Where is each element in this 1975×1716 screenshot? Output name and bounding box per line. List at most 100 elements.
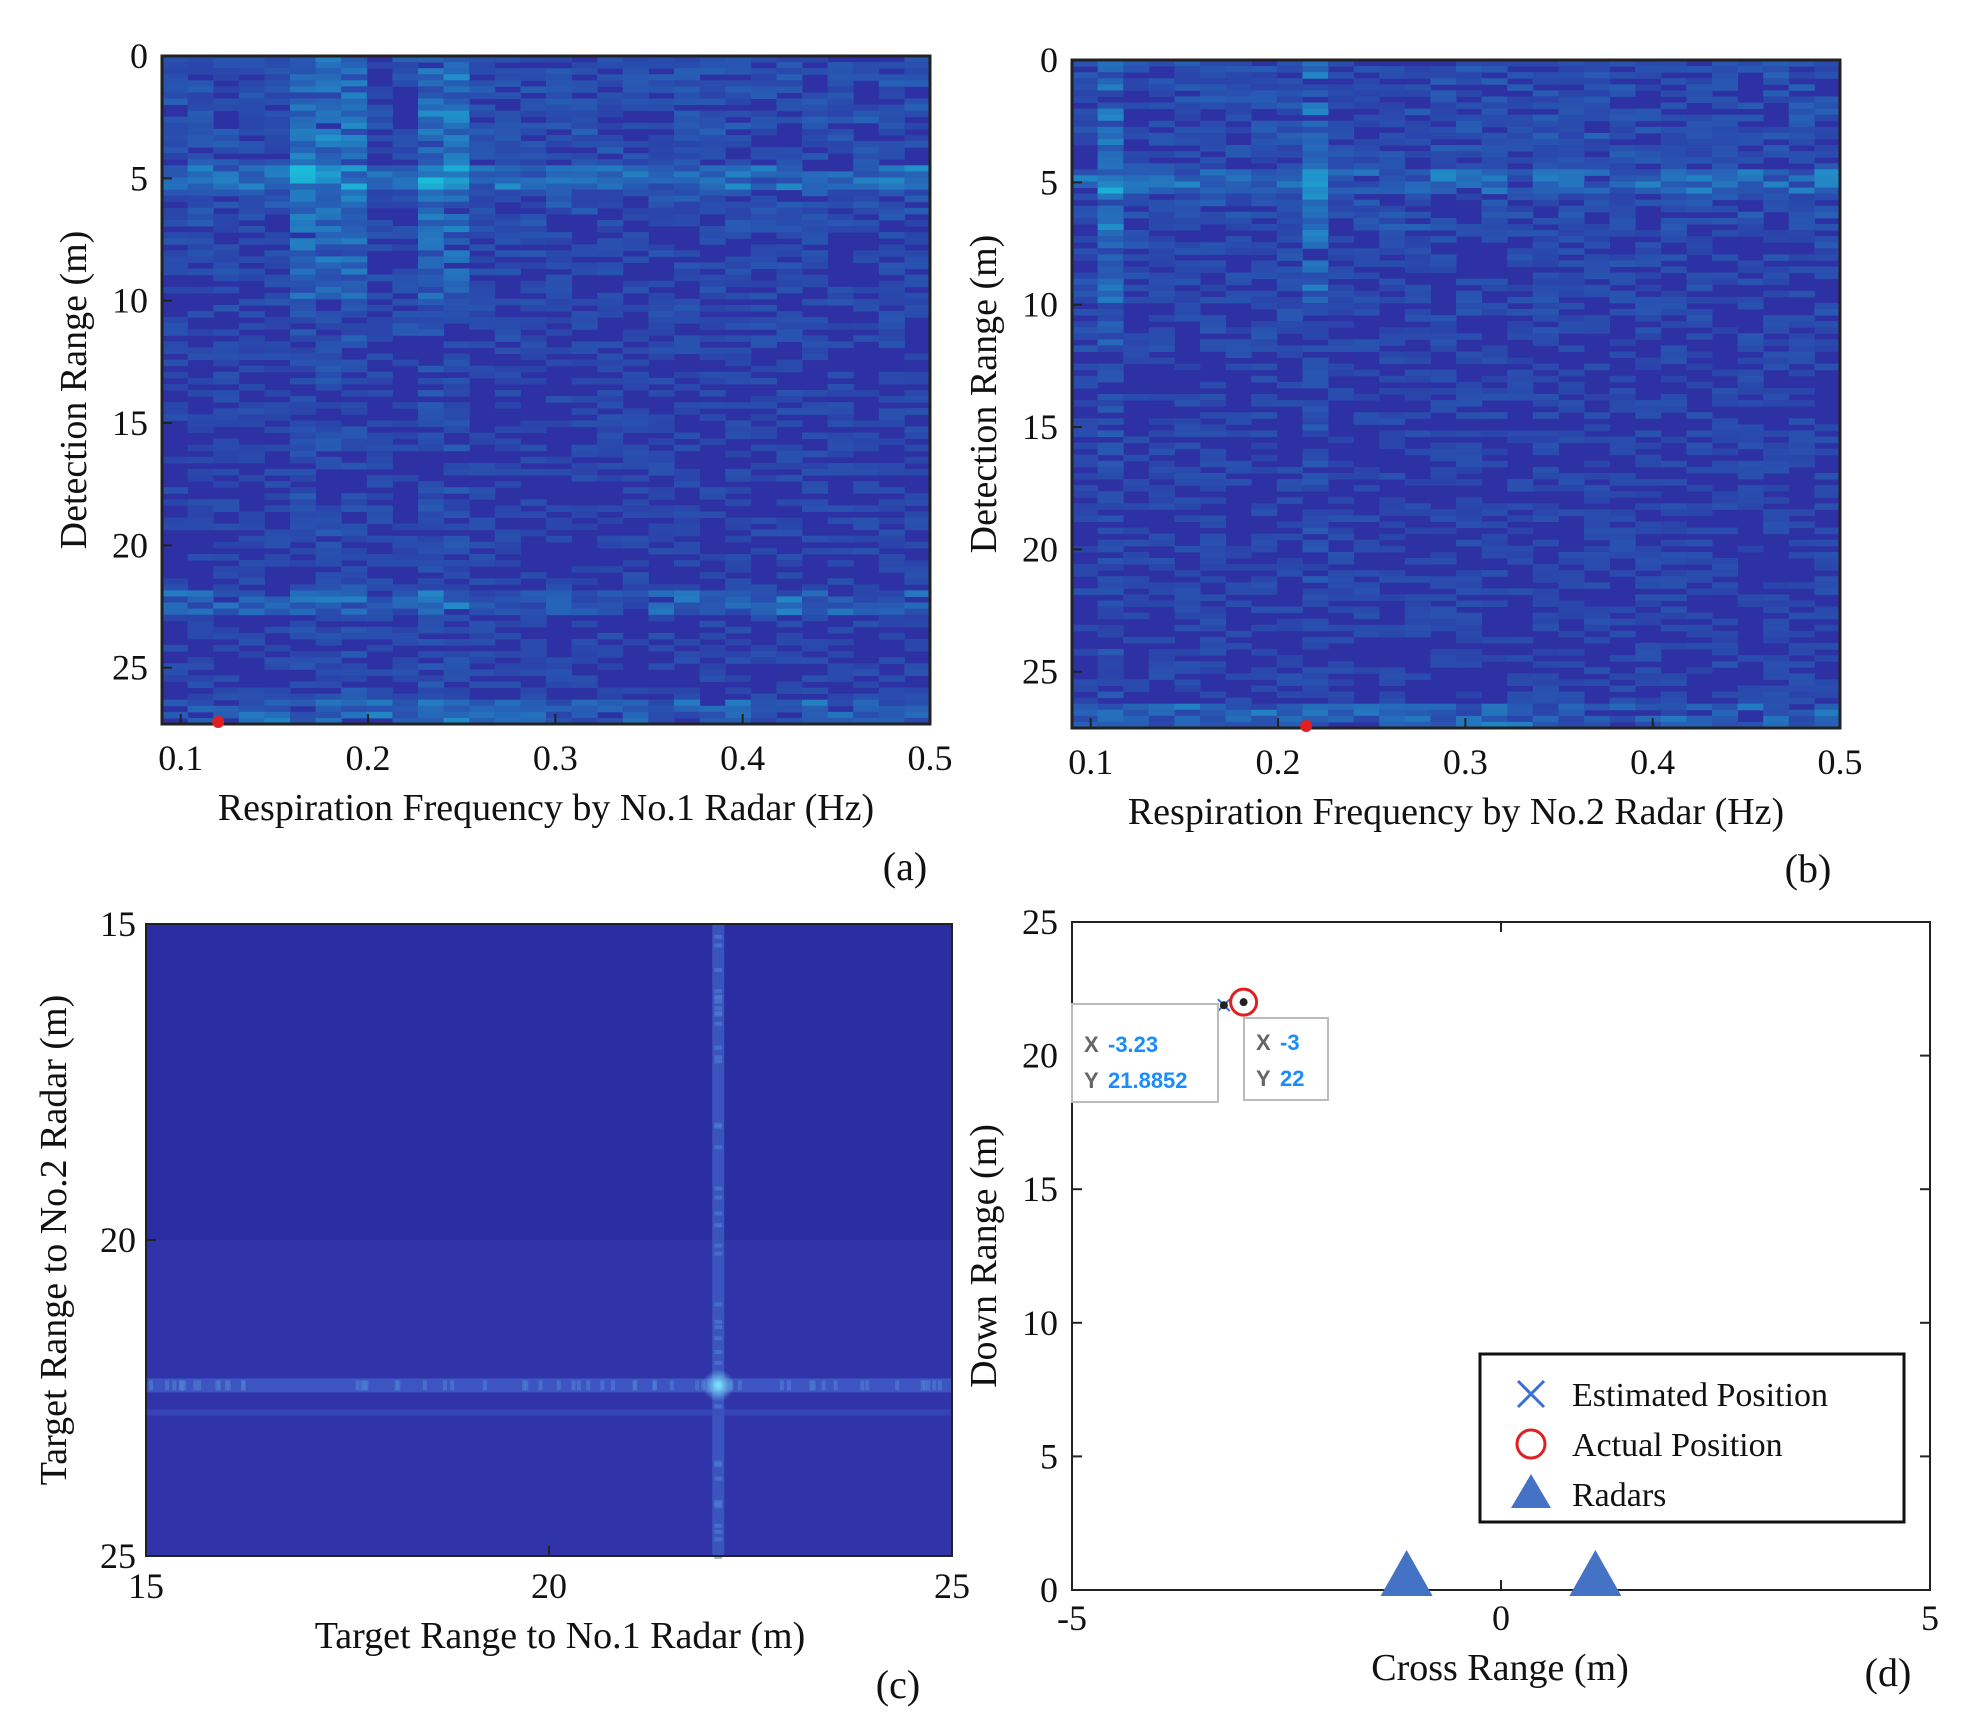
panel-b-cell <box>1302 193 1329 201</box>
panel-a-cell <box>750 317 777 324</box>
radar-point[interactable] <box>1569 1550 1622 1596</box>
panel-b-cell <box>1379 412 1406 419</box>
datatip-estimated[interactable]: X -3.23 Y 21.8852 <box>1071 1003 1219 1103</box>
panel-c-speckle <box>714 1223 723 1228</box>
panel-b-cell <box>1609 436 1636 444</box>
panel-c-speckle <box>714 1251 723 1256</box>
panel-a-cell <box>290 207 317 215</box>
panel-b-cell <box>1328 266 1355 274</box>
panel-a-cell <box>674 432 701 440</box>
panel-a-cell <box>187 286 214 294</box>
panel-b-cell <box>1814 539 1841 547</box>
panel-a-cell <box>315 432 342 440</box>
panel-b-cell <box>1353 78 1380 85</box>
radar-point[interactable] <box>1380 1550 1433 1596</box>
panel-a-cell <box>392 68 419 75</box>
panel-b-cell <box>1763 169 1790 176</box>
panel-a-cell <box>878 711 905 719</box>
panel-a-cell <box>238 195 265 203</box>
panel-a-cell <box>187 195 214 203</box>
panel-a-cell <box>571 141 598 148</box>
panel-b-cell <box>1353 151 1380 158</box>
panel-a-cell <box>878 116 905 124</box>
panel-b-cell <box>1097 327 1124 334</box>
panel-a-cell <box>904 207 931 215</box>
panel-b-cell <box>1635 181 1662 189</box>
panel-b-cell <box>1660 576 1687 583</box>
panel-b-cell <box>1404 715 1431 723</box>
panel-b-cell <box>1225 642 1252 650</box>
panel-b-cell <box>1686 721 1713 729</box>
panel-a-cell <box>674 311 701 318</box>
panel-a-cell <box>187 68 214 75</box>
panel-a-cell <box>750 596 777 604</box>
panel-a-cell <box>443 165 470 172</box>
panel-b-cell <box>1507 709 1534 717</box>
panel-b-cell <box>1558 697 1585 705</box>
panel-c-speckle <box>714 1404 723 1409</box>
panel-a-cell <box>571 268 598 276</box>
panel-a-cell <box>520 499 547 506</box>
panel-a-cell <box>238 171 265 178</box>
panel-a-cell <box>827 547 854 555</box>
panel-b-cell <box>1328 387 1355 395</box>
panel-a-cell <box>622 408 649 415</box>
panel-b-cell <box>1353 296 1380 304</box>
panel-a-cell <box>878 675 905 682</box>
panel-b-cell <box>1532 187 1559 195</box>
panel-a-cell <box>469 298 496 306</box>
panel-a-cell <box>520 189 547 197</box>
panel-b-cell <box>1097 90 1124 97</box>
panel-c-speckle <box>442 1380 447 1391</box>
panel-a-cell <box>699 56 726 63</box>
panel-b-cell <box>1660 302 1687 310</box>
panel-a-cell <box>878 693 905 701</box>
estimated-position-point[interactable] <box>1217 998 1231 1012</box>
panel-a-cell <box>443 68 470 75</box>
panel-a-cell <box>392 226 419 233</box>
panel-b-cell <box>1302 211 1329 219</box>
panel-b-cell <box>1225 193 1252 201</box>
panel-b-cell <box>1148 709 1175 717</box>
panel-a-cell <box>648 426 675 434</box>
panel-a-cell <box>162 590 189 597</box>
panel-b-cell <box>1072 709 1099 717</box>
actual-position-point[interactable] <box>1229 987 1259 1017</box>
panel-a-cell <box>725 602 752 610</box>
panel-a-cell <box>315 98 342 106</box>
panel-b-cell <box>1507 72 1534 79</box>
panel-a-cell <box>597 444 624 452</box>
datatip-actual[interactable]: X -3 Y 22 <box>1243 1017 1329 1101</box>
panel-a-cell <box>392 632 419 640</box>
panel-b-cell <box>1251 187 1278 195</box>
panel-a-cell <box>725 292 752 300</box>
panel-a-cell <box>392 638 419 646</box>
panel-b-cell <box>1430 509 1457 516</box>
panel-a-cell <box>290 165 317 172</box>
panel-a-cell <box>290 711 317 719</box>
panel-b-cell <box>1788 448 1815 456</box>
panel-a-cell <box>802 298 829 306</box>
panel-b-cell <box>1686 485 1713 492</box>
panel-a-cell <box>776 80 803 87</box>
panel-b-cell <box>1072 290 1099 298</box>
panel-a-cell <box>213 414 240 421</box>
panel-c-speckle <box>714 1010 723 1015</box>
panel-a-cell <box>699 226 726 233</box>
panel-a-cell <box>366 511 393 519</box>
panel-b-cell <box>1686 181 1713 189</box>
panel-b-cell <box>1148 90 1175 97</box>
panel-b-cell <box>1532 254 1559 261</box>
panel-b-cell <box>1379 72 1406 79</box>
panel-b-cell <box>1532 290 1559 298</box>
panel-a-cell <box>776 335 803 342</box>
panel-a-cell <box>597 426 624 434</box>
panel-b-cell <box>1251 430 1278 438</box>
panel-b-cell <box>1456 126 1483 134</box>
panel-b-cell <box>1712 630 1739 638</box>
panel-a-cell <box>290 511 317 519</box>
panel-b-cell <box>1404 248 1431 255</box>
panel-b-cell <box>1558 302 1585 310</box>
panel-b-cell <box>1814 655 1841 662</box>
panel-a-cell <box>853 171 880 178</box>
